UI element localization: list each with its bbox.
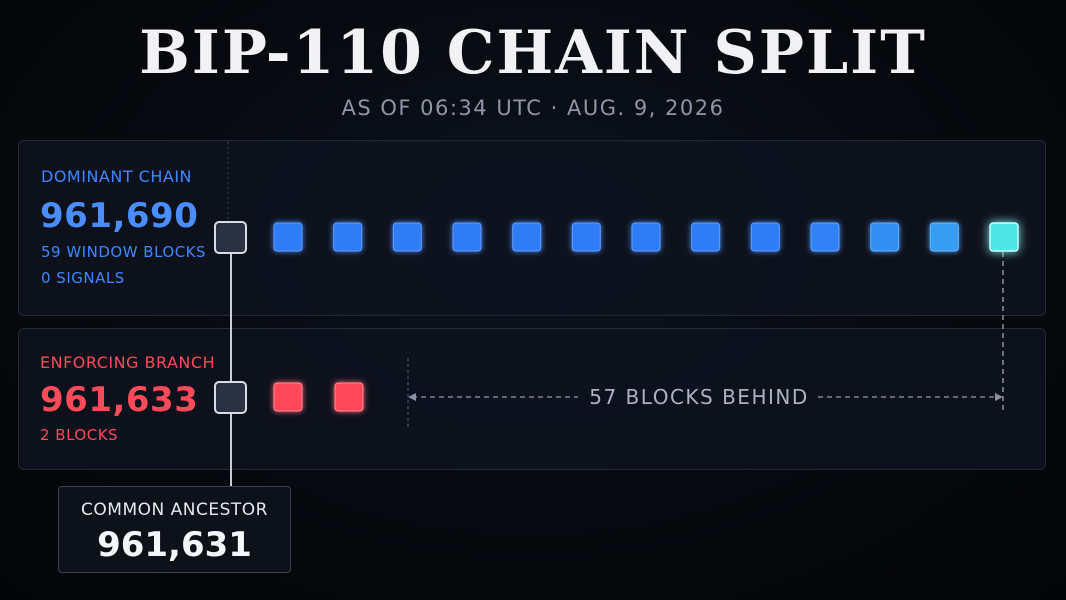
- dominant-block: [273, 222, 303, 252]
- dominant-chain-height: 961,690: [40, 196, 199, 236]
- enforcing-branch-heading: ENFORCING BRANCH: [40, 353, 216, 372]
- enforcing-branch-panel: [18, 328, 1046, 470]
- page-subtitle: AS OF 06:34 UTC · AUG. 9, 2026: [341, 96, 725, 120]
- dominant-window-blocks: 59 WINDOW BLOCKS: [41, 243, 207, 261]
- dominant-block: [870, 222, 900, 252]
- dominant-blocks: [273, 222, 1019, 252]
- dominant-block: [571, 222, 601, 252]
- dominant-block: [512, 222, 542, 252]
- gap-arrow-right-icon: [995, 393, 1003, 401]
- dominant-block: [810, 222, 840, 252]
- dominant-block: [392, 222, 422, 252]
- common-ancestor-label: COMMON ANCESTOR: [81, 500, 268, 520]
- dominant-block: [750, 222, 780, 252]
- enforcing-blocks: [273, 382, 364, 412]
- dominant-block: [333, 222, 363, 252]
- dominant-block: [452, 222, 482, 252]
- enforcing-block-count: 2 BLOCKS: [40, 426, 119, 444]
- dominant-block: [631, 222, 661, 252]
- gap-arrow-left-icon: [408, 393, 416, 401]
- dominant-block: [691, 222, 721, 252]
- ancestor-block-dominant: [214, 221, 247, 254]
- gap-label: 57 BLOCKS BEHIND: [589, 385, 809, 409]
- dominant-signals: 0 SIGNALS: [41, 269, 125, 287]
- dominant-tip-block: [989, 222, 1019, 252]
- ancestor-block-enforcing: [214, 381, 247, 414]
- enforcing-block: [334, 382, 364, 412]
- common-ancestor-height: 961,631: [97, 525, 252, 565]
- dominant-chain-heading: DOMINANT CHAIN: [41, 167, 193, 186]
- dominant-block: [929, 222, 959, 252]
- common-ancestor-box: COMMON ANCESTOR 961,631: [58, 486, 291, 573]
- enforcing-block: [273, 382, 303, 412]
- page-title: BIP-110 CHAIN SPLIT: [139, 18, 927, 88]
- enforcing-branch-height: 961,633: [40, 380, 199, 420]
